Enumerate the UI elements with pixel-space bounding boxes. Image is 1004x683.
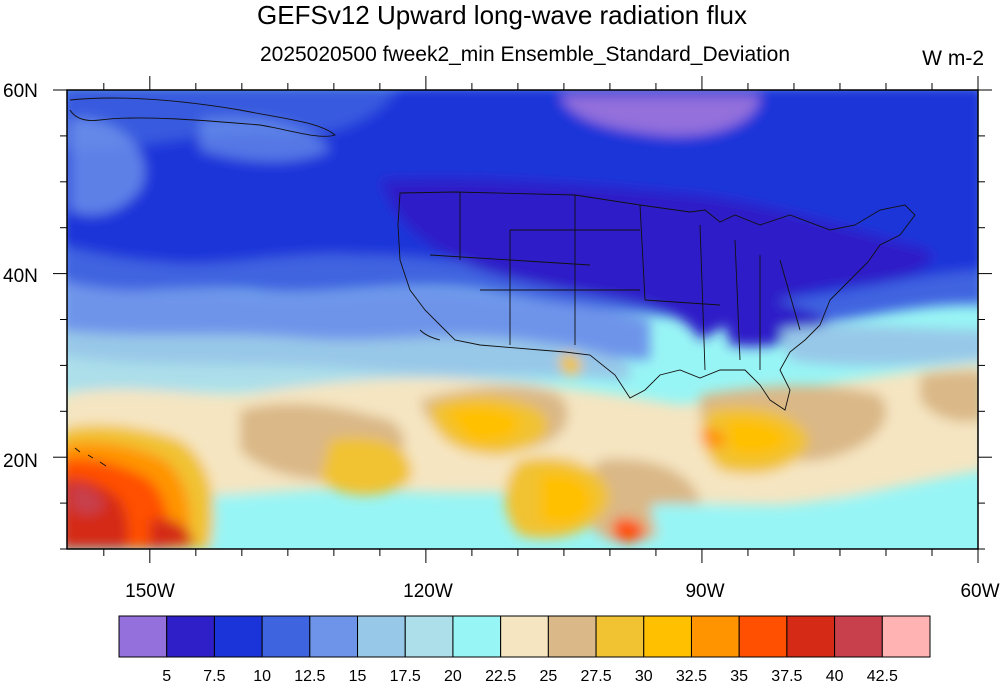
- chart-subtitle: 2025020500 fweek2_min Ensemble_Standard_…: [259, 43, 791, 66]
- colorbar-swatch: [309, 615, 359, 658]
- colorbar-swatch: [261, 615, 311, 658]
- lat-label-40n: 40N: [3, 266, 38, 287]
- colorbar-swatch: [643, 615, 692, 658]
- colorbar-swatch: [404, 615, 454, 658]
- colorbar-swatch: [452, 615, 502, 658]
- colorbar-swatch: [357, 615, 406, 658]
- lat-label-20n: 20N: [3, 451, 38, 472]
- colorbar-level-label: 42.5: [867, 668, 898, 683]
- contour-field: [67, 90, 978, 549]
- colorbar-level-label: 15: [349, 668, 367, 683]
- colorbar-level-label: 32.5: [676, 668, 707, 683]
- colorbar-level-label: 22.5: [485, 668, 516, 683]
- colorbar-level-label: 7.5: [203, 668, 225, 683]
- colorbar-swatch: [738, 615, 788, 658]
- axis-ticks: [53, 76, 992, 563]
- coastline-boundaries: [69, 97, 916, 467]
- chart-title: GEFSv12 Upward long-wave radiation flux: [257, 0, 747, 30]
- colorbar-swatch: [547, 615, 597, 658]
- colorbar-level-label: 10: [253, 668, 271, 683]
- colorbar-level-label: 30: [635, 668, 653, 683]
- lon-axis: 150W 120W 90W 60W: [125, 581, 999, 602]
- lon-label-150w: 150W: [125, 581, 175, 602]
- colorbar-level-label: 35: [730, 668, 748, 683]
- colorbar-level-label: 27.5: [580, 668, 611, 683]
- colorbar-swatch: [690, 615, 740, 658]
- colorbar-level-label: 37.5: [771, 668, 802, 683]
- colorbar: 5 7.5 10 12.5 15 17.5 20 22.5 25 27.5 30 32.5 35 37.5…: [118, 615, 931, 683]
- lat-axis: 60N 40N 20N: [3, 81, 38, 472]
- colorbar-level-label: 5: [162, 668, 171, 683]
- lon-label-90w: 90W: [685, 581, 724, 602]
- colorbar-level-label: 20: [444, 668, 462, 683]
- units-label: W m-2: [922, 47, 984, 70]
- colorbar-swatch: [881, 615, 931, 658]
- colorbar-level-label: 12.5: [294, 668, 325, 683]
- colorbar-level-label: 25: [539, 668, 557, 683]
- lon-label-60w: 60W: [960, 581, 999, 602]
- colorbar-level-label: 40: [826, 668, 844, 683]
- colorbar-swatch: [500, 615, 549, 658]
- lon-label-120w: 120W: [403, 581, 453, 602]
- colorbar-swatch: [834, 615, 883, 658]
- colorbar-level-label: 17.5: [390, 668, 421, 683]
- lat-label-60n: 60N: [3, 81, 38, 102]
- colorbar-swatch: [166, 615, 215, 658]
- colorbar-swatch: [118, 615, 168, 658]
- colorbar-swatch: [786, 615, 836, 658]
- colorbar-swatch: [213, 615, 263, 658]
- colorbar-swatch: [595, 615, 645, 658]
